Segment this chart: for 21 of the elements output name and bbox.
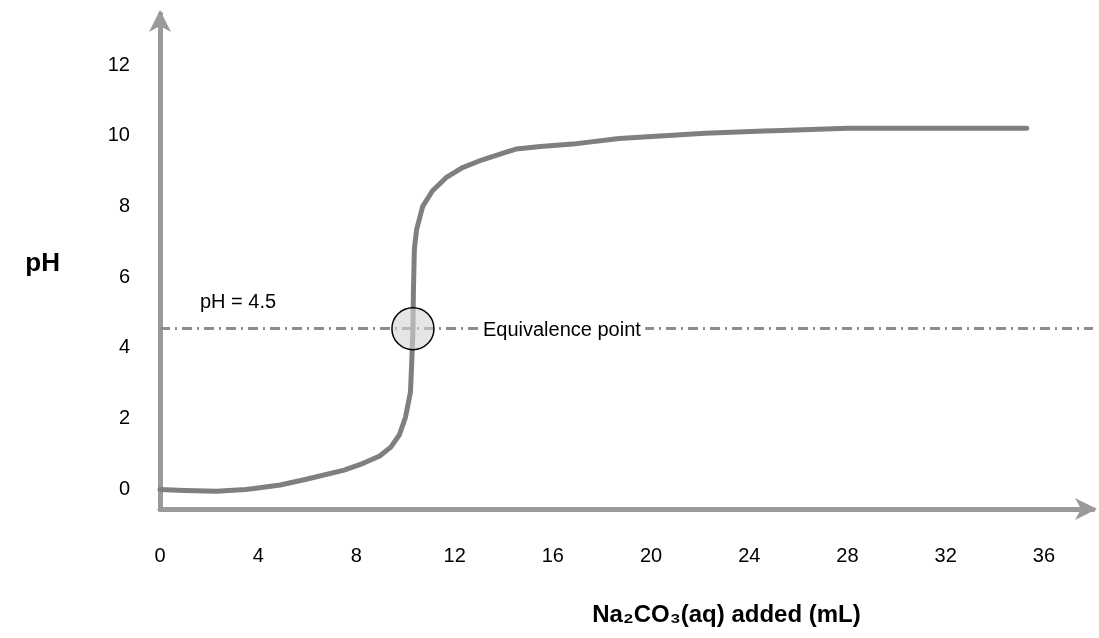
x-tick-label: 24: [738, 544, 761, 566]
x-tick-label: 4: [252, 544, 264, 566]
x-axis-title: Na₂CO₃(aq) added (mL): [592, 599, 861, 627]
x-tick-label: 28: [836, 544, 859, 566]
ref-line-label: pH = 4.5: [200, 289, 277, 312]
y-tick-label: 4: [118, 335, 130, 358]
x-tick-label: 32: [934, 544, 957, 566]
y-tick-label: 10: [107, 123, 130, 146]
annotation: Equivalence point: [482, 317, 642, 340]
y-tick-label: 6: [118, 264, 130, 287]
y-tick-label: 12: [107, 52, 130, 75]
x-tick-label: 0: [154, 544, 166, 566]
x-tick-label: 8: [350, 544, 362, 566]
x-tick-label: 20: [639, 544, 663, 566]
y-tick-label: 0: [118, 476, 130, 499]
y-tick-label: 8: [118, 193, 130, 216]
x-tick-label: 36: [1032, 544, 1056, 566]
y-axis-title: pH: [25, 246, 60, 277]
y-tick-label: 2: [118, 406, 130, 429]
x-tick-label: 16: [541, 544, 564, 566]
x-tick-label: 12: [443, 544, 466, 566]
